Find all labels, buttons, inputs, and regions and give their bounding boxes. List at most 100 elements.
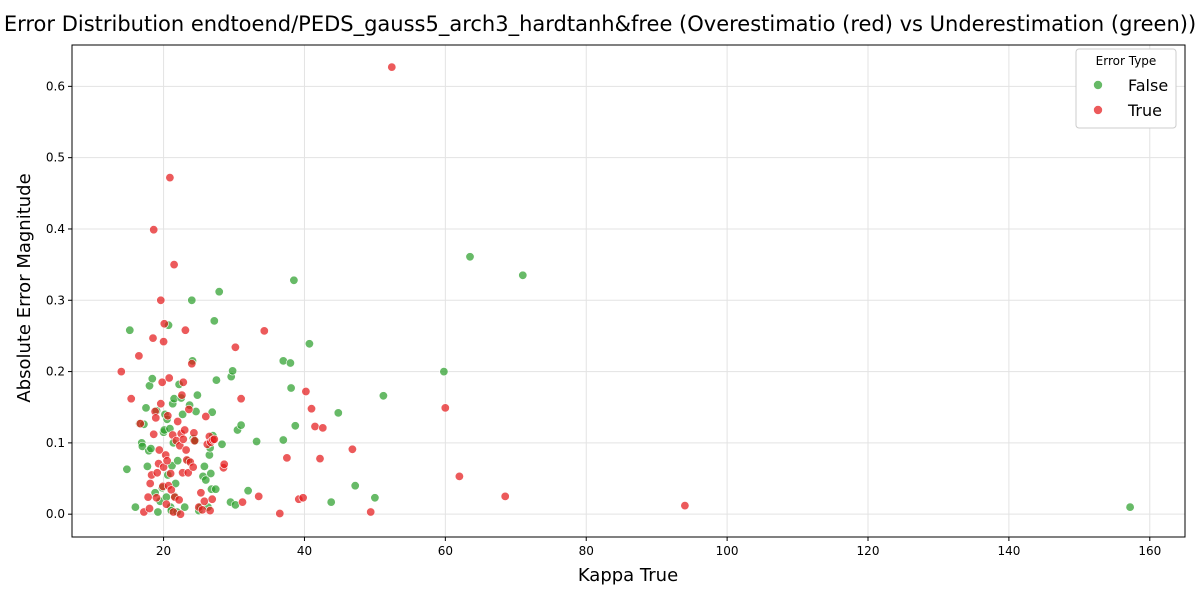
x-tick-label: 40 <box>297 544 312 558</box>
x-axis-label: Kappa True <box>578 565 678 586</box>
data-point-true <box>183 468 193 478</box>
data-point-false <box>286 383 296 393</box>
legend-label-true: True <box>1127 101 1162 120</box>
x-tick-label: 80 <box>579 544 594 558</box>
data-point-false <box>278 435 288 445</box>
series-false <box>122 252 1135 517</box>
data-point-true <box>209 434 219 444</box>
data-point-true <box>149 225 159 235</box>
legend-marker-true <box>1093 105 1103 115</box>
data-point-false <box>207 407 217 417</box>
data-point-false <box>211 484 221 494</box>
data-point-true <box>178 434 188 444</box>
data-point-true <box>143 492 153 502</box>
data-point-false <box>378 391 388 401</box>
data-point-false <box>350 481 360 491</box>
legend-title: Error Type <box>1096 54 1157 68</box>
data-point-true <box>151 413 161 423</box>
data-point-true <box>149 429 159 439</box>
data-point-false <box>252 436 262 446</box>
data-point-true <box>680 501 690 511</box>
data-point-true <box>298 493 308 503</box>
y-tick-label: 0.3 <box>46 293 65 307</box>
data-point-true <box>196 488 206 498</box>
data-points <box>116 62 1135 519</box>
data-point-false <box>209 316 219 326</box>
data-point-true <box>162 456 172 466</box>
data-point-false <box>137 441 147 451</box>
data-point-true <box>173 416 183 426</box>
legend: Error Type False True <box>1075 48 1177 129</box>
x-tick-label: 100 <box>716 544 739 558</box>
data-point-false <box>236 420 246 430</box>
data-point-true <box>190 436 200 446</box>
data-point-false <box>211 375 221 385</box>
data-point-true <box>347 444 357 454</box>
plot-frame <box>71 44 1186 538</box>
data-point-true <box>165 173 175 183</box>
data-point-true <box>161 499 171 509</box>
data-point-true <box>201 411 211 421</box>
data-point-true <box>159 319 169 329</box>
data-point-true <box>163 411 173 421</box>
data-point-false <box>228 366 238 376</box>
legend-label-false: False <box>1128 76 1168 95</box>
x-tick-label: 120 <box>857 544 880 558</box>
y-tick-label: 0.4 <box>46 222 65 236</box>
data-point-true <box>177 390 187 400</box>
data-point-true <box>157 377 167 387</box>
y-tick-label: 0.6 <box>46 79 65 93</box>
x-tick-label: 160 <box>1138 544 1161 558</box>
data-point-false <box>326 497 336 507</box>
data-point-true <box>315 454 325 464</box>
data-point-true <box>500 491 510 501</box>
data-point-true <box>145 503 155 513</box>
data-point-false <box>199 461 209 471</box>
data-point-false <box>285 358 295 368</box>
data-point-true <box>259 326 269 336</box>
data-point-true <box>187 359 197 369</box>
data-point-true <box>180 325 190 335</box>
data-point-true <box>310 421 320 431</box>
data-point-true <box>181 445 191 455</box>
chart-title: Error Distribution endtoend/PEDS_gauss5_… <box>4 12 1196 37</box>
data-point-true <box>219 459 229 469</box>
data-point-true <box>180 425 190 435</box>
data-point-false <box>130 502 140 512</box>
x-tick-label: 60 <box>438 544 453 558</box>
data-point-true <box>169 260 179 270</box>
data-point-true <box>440 403 450 413</box>
data-point-true <box>116 367 126 377</box>
data-point-false <box>187 295 197 305</box>
data-point-true <box>126 394 136 404</box>
data-point-true <box>159 337 169 347</box>
data-point-false <box>518 270 528 280</box>
data-point-false <box>147 374 157 384</box>
x-tick-label: 20 <box>156 544 171 558</box>
data-point-true <box>156 295 166 305</box>
data-point-false <box>180 502 190 512</box>
data-point-true <box>166 468 176 478</box>
data-point-false <box>289 275 299 285</box>
data-point-true <box>275 508 285 518</box>
data-point-true <box>148 333 158 343</box>
data-point-false <box>173 456 183 466</box>
data-point-true <box>189 428 199 438</box>
data-point-false <box>206 468 216 478</box>
y-tick-label: 0.5 <box>46 151 65 165</box>
data-point-true <box>174 495 184 505</box>
data-point-true <box>178 377 188 387</box>
data-point-false <box>465 252 475 262</box>
data-point-true <box>154 445 164 455</box>
data-point-false <box>122 464 132 474</box>
data-point-false <box>146 444 156 454</box>
data-point-true <box>188 462 198 472</box>
y-tick-label: 0.2 <box>46 365 65 379</box>
data-point-true <box>301 386 311 396</box>
data-point-true <box>156 399 166 409</box>
data-point-true <box>134 351 144 361</box>
data-point-false <box>141 403 151 413</box>
data-point-false <box>370 493 380 503</box>
series-true <box>116 62 690 519</box>
